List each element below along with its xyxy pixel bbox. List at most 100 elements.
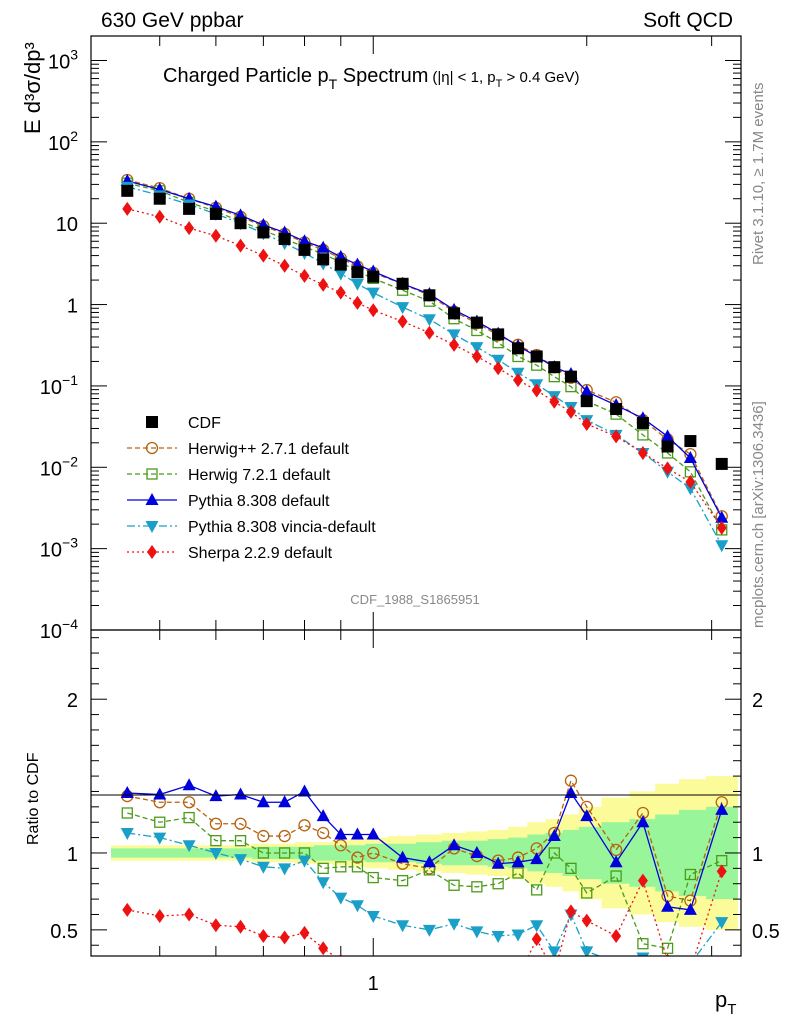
- point-sherpa: [637, 445, 648, 460]
- point-cdf: [334, 258, 347, 271]
- ratio-point-vincia: [278, 863, 292, 876]
- point-pythia: [580, 384, 594, 397]
- ratio-point-vincia: [661, 955, 675, 956]
- ratio-point-vincia: [316, 877, 330, 890]
- ratio-tick-label-right: 2: [752, 690, 763, 712]
- ratio-point-vincia: [684, 959, 697, 971]
- legend-label-vincia: Pythia 8.308 vincia-default: [188, 519, 376, 536]
- ratio-point-pythia: [447, 838, 461, 851]
- y-tick-label: 1: [67, 296, 78, 318]
- ratio-point-sherpa: [472, 971, 482, 985]
- ratio-point-pythia: [256, 795, 270, 808]
- point-sherpa: [368, 303, 379, 318]
- ratio-point-pythia: [278, 795, 292, 808]
- analysis-watermark: CDF_1988_S1865951: [350, 592, 479, 607]
- point-cdf: [121, 184, 134, 197]
- point-cdf: [396, 277, 409, 290]
- point-cdf: [661, 440, 674, 453]
- rivet-version-label: Rivet 3.1.10, ≥ 1.7M events: [750, 83, 767, 266]
- point-cdf: [367, 270, 380, 283]
- point-sherpa: [122, 201, 133, 216]
- ratio-point-vincia: [491, 931, 505, 944]
- ratio-point-herwigpp: [278, 829, 291, 843]
- legend-marker-sherpa: [147, 545, 157, 559]
- ratio-point-herwig7: [317, 862, 329, 874]
- point-sherpa: [352, 295, 363, 310]
- ratio-point-herwig7: [234, 835, 247, 847]
- ratio-point-pythia: [683, 902, 697, 915]
- ratio-point-sherpa: [716, 864, 727, 879]
- ratio-tick-label: 0.5: [50, 921, 78, 943]
- point-cdf: [470, 316, 483, 329]
- point-vincia: [334, 268, 348, 281]
- point-cdf: [636, 417, 649, 430]
- ratio-point-herwig7: [565, 862, 577, 874]
- point-sherpa: [611, 429, 622, 444]
- axis-ticks: 10−4 10−3 10−2 10−1 1 10 102 103 1 0.5 0.5 1 1 2 2: [40, 35, 780, 995]
- point-cdf: [209, 207, 222, 220]
- ratio-point-vincia: [298, 855, 312, 868]
- ratio-point-sherpa: [235, 919, 246, 934]
- ratio-point-pythia: [153, 787, 167, 800]
- point-cdf: [153, 192, 166, 205]
- point-vincia: [422, 314, 436, 327]
- ratio-point-herwigpp: [351, 851, 364, 864]
- y-tick-label: 102: [48, 128, 78, 155]
- point-cdf: [512, 342, 525, 355]
- point-vincia: [470, 342, 484, 355]
- point-cdf: [423, 289, 436, 302]
- ratio-point-herwig7: [183, 811, 195, 824]
- inner-uncertainty-band: [313, 845, 333, 861]
- y-tick-label: 10: [56, 214, 78, 236]
- point-sherpa: [154, 209, 165, 224]
- point-cdf: [351, 266, 364, 279]
- point-sherpa: [424, 325, 435, 340]
- point-cdf: [448, 307, 461, 320]
- ratio-point-sherpa: [154, 909, 165, 924]
- point-sherpa: [279, 258, 290, 273]
- point-cdf: [278, 232, 291, 245]
- legend-marker-herwigpp: [145, 441, 159, 455]
- ratio-plot-series: [120, 774, 729, 986]
- point-vincia: [366, 287, 380, 300]
- ratio-point-pythia: [491, 856, 505, 869]
- ratio-point-pythia: [334, 827, 348, 840]
- ratio-point-pythia: [511, 855, 525, 868]
- ratio-point-vincia: [636, 952, 650, 956]
- point-sherpa: [493, 361, 504, 376]
- point-cdf: [580, 395, 593, 408]
- ratio-line-vincia: [127, 832, 723, 956]
- y-axis-label: E d³σ/dp³: [20, 42, 45, 134]
- ratio-point-vincia: [153, 832, 167, 845]
- ratio-point-vincia: [470, 926, 484, 939]
- ratio-point-sherpa: [685, 963, 695, 977]
- point-sherpa: [397, 314, 408, 329]
- ratio-point-herwig7: [448, 879, 460, 891]
- legend-label-herwigpp: Herwig++ 2.7.1 default: [188, 441, 350, 458]
- inner-uncertainty-band: [655, 814, 680, 892]
- ratio-point-sherpa: [493, 972, 503, 986]
- point-vincia: [350, 278, 364, 291]
- ratio-point-herwigpp: [564, 774, 578, 787]
- ratio-point-sherpa: [513, 971, 523, 985]
- point-cdf: [610, 403, 623, 416]
- point-pythia: [316, 240, 330, 253]
- ratio-point-pythia: [316, 809, 330, 822]
- point-cdf: [317, 253, 330, 266]
- point-sherpa: [565, 404, 576, 419]
- series-line-sherpa: [127, 208, 723, 529]
- plot-title: Charged Particle pT Spectrum (|η| < 1, pT…: [163, 65, 579, 92]
- point-vincia: [491, 354, 505, 367]
- point-sherpa: [449, 337, 460, 352]
- point-cdf: [564, 370, 577, 383]
- mcplots-label: mcplots.cern.ch [arXiv:1306.3436]: [750, 401, 767, 628]
- ratio-point-pythia: [396, 850, 410, 863]
- ratio-line-herwigpp: [127, 779, 723, 902]
- legend-marker-vincia: [145, 521, 159, 533]
- point-pythia: [298, 234, 312, 247]
- legend: CDF Herwig++ 2.7.1 default Herwig 7.2.1 de…: [127, 415, 376, 562]
- ratio-point-pythia: [580, 809, 594, 822]
- point-vincia: [683, 483, 697, 496]
- point-cdf: [548, 361, 561, 374]
- ratio-point-sherpa: [318, 941, 329, 956]
